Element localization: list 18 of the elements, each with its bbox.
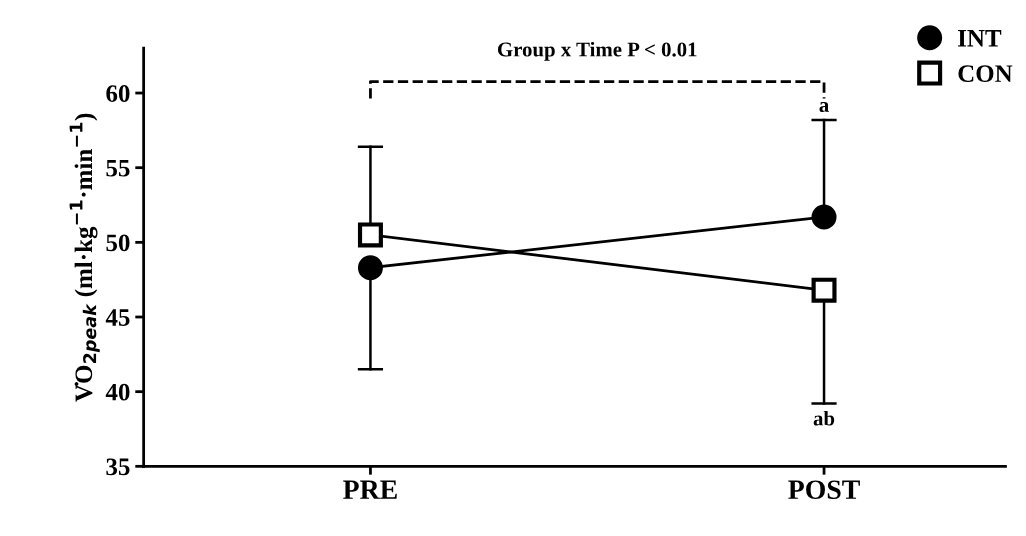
y-tick-label: 60 xyxy=(106,85,130,102)
y-tick-label: 45 xyxy=(105,309,130,326)
x-tick-label: POST xyxy=(788,480,860,500)
point xyxy=(811,204,837,230)
annotation: ab xyxy=(813,410,835,426)
y-tick-label: 55 xyxy=(106,159,130,177)
y-tick-label: 40 xyxy=(105,383,130,401)
point xyxy=(357,255,383,281)
legend-label: INT xyxy=(958,30,1002,47)
y-axis-title: V̇O$_{2peak}$ (ml·kg$^{−1}$·min$^{−1}$) xyxy=(69,113,100,402)
annotation: a xyxy=(819,102,829,112)
legend-label: CON xyxy=(958,65,1013,83)
point xyxy=(811,277,837,303)
y-tick-label: 50 xyxy=(106,234,130,252)
x-tick-label: PRE xyxy=(343,480,397,499)
annotation: Group x Time P < 0.01 xyxy=(497,41,697,61)
point xyxy=(357,222,383,248)
y-tick-label: 35 xyxy=(106,458,130,476)
